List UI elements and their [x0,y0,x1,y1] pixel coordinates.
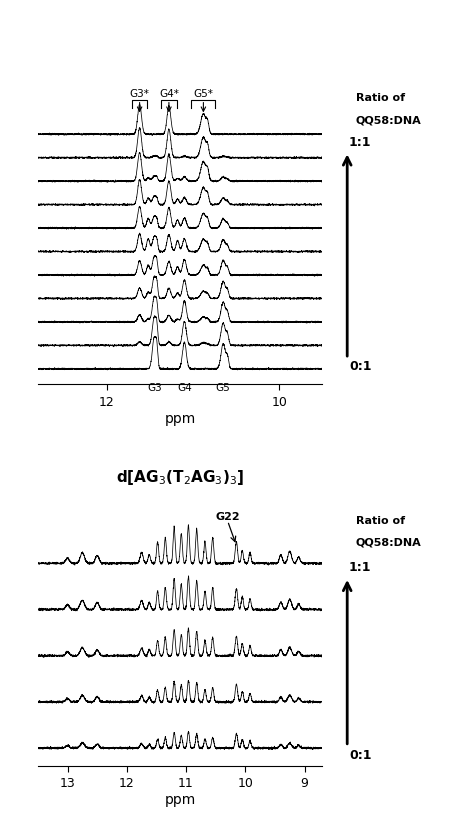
Title: d[AG$_3$(T$_2$AG$_3$)$_3$]: d[AG$_3$(T$_2$AG$_3$)$_3$] [116,468,244,487]
Text: 1:1: 1:1 [349,137,372,149]
Text: G3*: G3* [130,89,150,99]
Text: QQ58:DNA: QQ58:DNA [356,115,421,125]
Text: 0:1: 0:1 [349,749,372,762]
Text: QQ58:DNA: QQ58:DNA [356,537,421,546]
Text: 0:1: 0:1 [349,359,372,373]
Text: 1:1: 1:1 [349,560,372,573]
X-axis label: ppm: ppm [164,792,196,806]
Text: G4: G4 [177,383,192,392]
Text: G4*: G4* [159,89,179,99]
Text: Ratio of: Ratio of [356,93,405,104]
Text: G22: G22 [215,511,240,521]
Text: Ratio of: Ratio of [356,515,405,525]
X-axis label: ppm: ppm [164,412,196,425]
Text: G5: G5 [216,383,230,392]
Text: G3: G3 [147,383,162,392]
Text: G5*: G5* [193,89,213,99]
